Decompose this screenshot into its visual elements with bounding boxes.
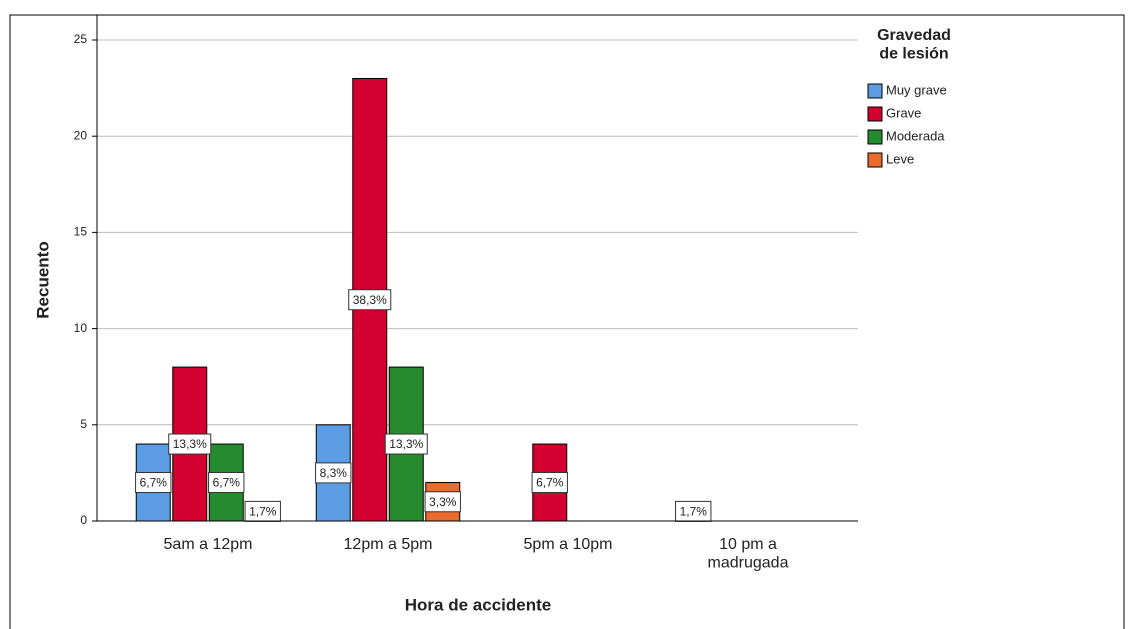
value-label: 1,7%	[680, 505, 708, 519]
value-label-box	[531, 472, 568, 494]
value-label-box	[168, 433, 212, 455]
value-label: 6,7%	[536, 476, 564, 490]
legend-swatch	[867, 129, 883, 145]
y-tick-label: 25	[74, 32, 88, 46]
x-tick-label: 5am a 12pm	[164, 536, 253, 553]
y-axis-title: Recuento	[33, 241, 52, 318]
value-label-box	[348, 289, 392, 311]
legend-label: Moderada	[886, 128, 945, 143]
x-tick-label: 12pm a 5pm	[344, 536, 433, 553]
value-label: 1,7%	[249, 505, 277, 519]
x-tick-label: 10 pm a madrugada	[708, 536, 789, 571]
y-tick-label: 0	[80, 513, 87, 527]
legend-label: Leve	[886, 151, 914, 166]
legend-swatch	[867, 152, 883, 168]
value-label-box	[208, 472, 245, 494]
value-label-box	[384, 433, 428, 455]
legend-swatch	[867, 106, 883, 122]
y-tick-label: 5	[80, 417, 87, 431]
legend-label: Grave	[886, 105, 921, 120]
y-tick-label: 10	[74, 321, 88, 335]
value-label: 13,3%	[173, 437, 207, 451]
legend-label: Muy grave	[886, 82, 947, 97]
x-tick-label: 5pm a 10pm	[524, 536, 613, 553]
value-label-box	[315, 462, 352, 484]
legend-swatch	[867, 83, 883, 99]
y-tick-label: 20	[74, 128, 88, 142]
value-label: 13,3%	[389, 437, 423, 451]
value-label: 6,7%	[140, 476, 168, 490]
legend-title: Gravedad de lesión	[877, 27, 951, 62]
value-label: 3,3%	[429, 495, 457, 509]
value-label: 6,7%	[213, 476, 241, 490]
y-tick-label: 15	[74, 225, 88, 239]
x-axis-title: Hora de accidente	[405, 595, 551, 614]
value-label-box	[135, 472, 172, 494]
value-label-box	[424, 491, 461, 513]
frame	[9, 14, 1125, 629]
value-label: 38,3%	[353, 293, 387, 307]
value-label: 8,3%	[320, 466, 348, 480]
